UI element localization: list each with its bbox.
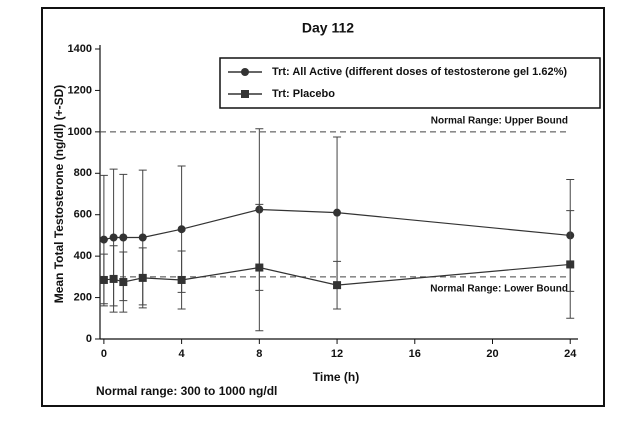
legend-label: Trt: Placebo	[272, 88, 335, 100]
y-tick-label: 400	[74, 250, 92, 262]
y-tick-label: 1000	[68, 126, 92, 138]
y-axis-label: Mean Total Testosterone (ng/dl) (+-SD)	[52, 85, 66, 304]
data-point	[177, 275, 186, 284]
x-tick-label: 0	[101, 348, 107, 360]
reference-label: Normal Range: Lower Bound	[430, 283, 568, 294]
data-point	[333, 208, 342, 217]
data-point	[255, 263, 264, 272]
legend-label: Trt: All Active (different doses of test…	[272, 66, 567, 78]
y-tick-label: 600	[74, 209, 92, 221]
x-tick-label: 4	[179, 348, 186, 360]
data-point	[119, 278, 128, 287]
reference-label: Normal Range: Upper Bound	[431, 115, 568, 126]
data-point	[138, 233, 147, 242]
legend-marker	[241, 68, 249, 76]
y-tick-label: 0	[86, 333, 92, 345]
x-axis-label: Time (h)	[313, 370, 359, 384]
data-point	[119, 233, 128, 242]
data-point	[99, 235, 108, 244]
legend	[219, 57, 601, 109]
x-tick-label: 20	[486, 348, 498, 360]
y-tick-label: 800	[74, 167, 92, 179]
y-tick-label: 1400	[68, 43, 92, 55]
chart-title: Day 112	[302, 20, 354, 36]
data-point	[333, 281, 342, 290]
x-tick-label: 16	[409, 348, 421, 360]
data-point	[109, 274, 118, 283]
footnote: Normal range: 300 to 1000 ng/dl	[96, 384, 277, 398]
data-point	[99, 275, 108, 284]
data-point	[138, 273, 147, 282]
y-tick-label: 1200	[68, 84, 92, 96]
x-tick-label: 12	[331, 348, 343, 360]
y-tick-label: 200	[74, 291, 92, 303]
data-point	[177, 225, 186, 234]
x-tick-label: 24	[564, 348, 577, 360]
legend-marker	[241, 90, 249, 98]
x-tick-label: 8	[256, 348, 262, 360]
data-point	[109, 233, 118, 242]
data-point	[566, 260, 575, 269]
